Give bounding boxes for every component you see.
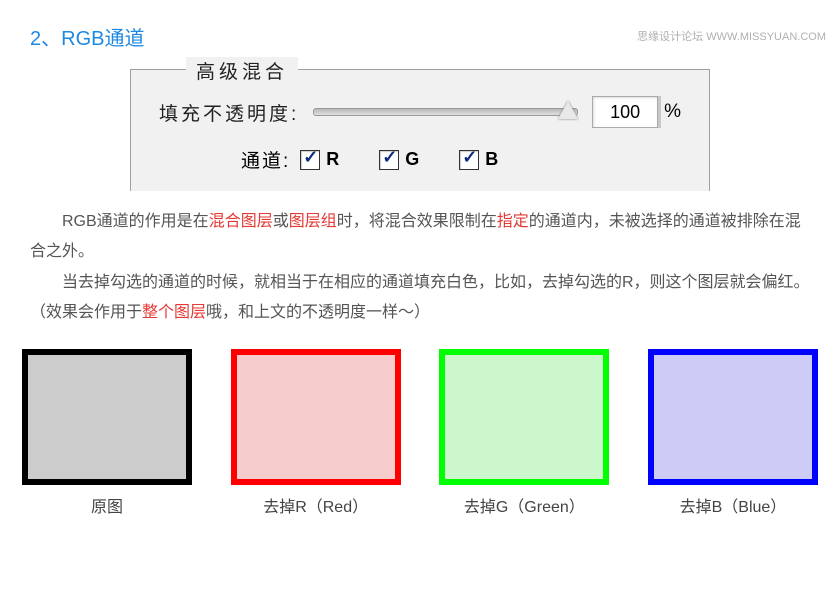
fill-opacity-slider[interactable] [313, 108, 578, 116]
p1-seg1: RGB通道的作用是在 [62, 213, 209, 230]
fill-opacity-label: 填充不透明度: [159, 99, 299, 126]
swatch-remove-g [439, 349, 609, 485]
watermark: 思缘设计论坛 WWW.MISSYUAN.COM [637, 28, 826, 44]
paragraph-1: RGB通道的作用是在混合图层或图层组时，将混合效果限制在指定的通道内，未被选择的… [30, 207, 810, 268]
p2-seg2: 哦，和上文的不透明度一样～） [206, 304, 430, 321]
p1-hl2: 图层组 [289, 213, 337, 230]
channel-b-label: B [485, 149, 498, 170]
p1-seg2: 或 [273, 213, 289, 230]
channel-g-checkbox[interactable] [379, 150, 399, 170]
p1-hl3: 指定 [497, 213, 529, 230]
caption-remove-b: 去掉B（Blue） [648, 493, 818, 517]
channel-label: 通道: [241, 146, 290, 173]
swatch-row [22, 349, 818, 485]
caption-row: 原图 去掉R（Red） 去掉G（Green） 去掉B（Blue） [22, 493, 818, 517]
channel-r-label: R [326, 149, 339, 170]
caption-remove-r: 去掉R（Red） [231, 493, 401, 517]
slider-track [313, 108, 578, 116]
caption-remove-g: 去掉G（Green） [439, 493, 609, 517]
p1-hl1: 混合图层 [209, 213, 273, 230]
percent-unit: % [664, 101, 681, 123]
fill-opacity-row: 填充不透明度: 100 % [159, 96, 681, 128]
swatch-original [22, 349, 192, 485]
paragraph-2: 当去掉勾选的通道的时候，就相当于在相应的通道填充白色，比如，去掉勾选的R，则这个… [30, 268, 810, 329]
channel-g-label: G [405, 149, 419, 170]
channel-r-group: R [300, 149, 339, 170]
channel-b-checkbox[interactable] [459, 150, 479, 170]
caption-original: 原图 [22, 493, 192, 517]
p2-hl1: 整个图层 [142, 304, 206, 321]
advanced-blend-panel: 高级混合 填充不透明度: 100 % 通道: R G B [130, 69, 710, 191]
channel-b-group: B [459, 149, 498, 170]
p1-seg3: 时，将混合效果限制在 [337, 213, 497, 230]
channel-r-checkbox[interactable] [300, 150, 320, 170]
swatch-remove-b [648, 349, 818, 485]
fill-opacity-value[interactable]: 100 [592, 96, 658, 128]
channel-row: 通道: R G B [159, 146, 681, 173]
channel-g-group: G [379, 149, 419, 170]
panel-legend: 高级混合 [186, 57, 298, 84]
swatch-remove-r [231, 349, 401, 485]
slider-thumb[interactable] [558, 101, 578, 119]
